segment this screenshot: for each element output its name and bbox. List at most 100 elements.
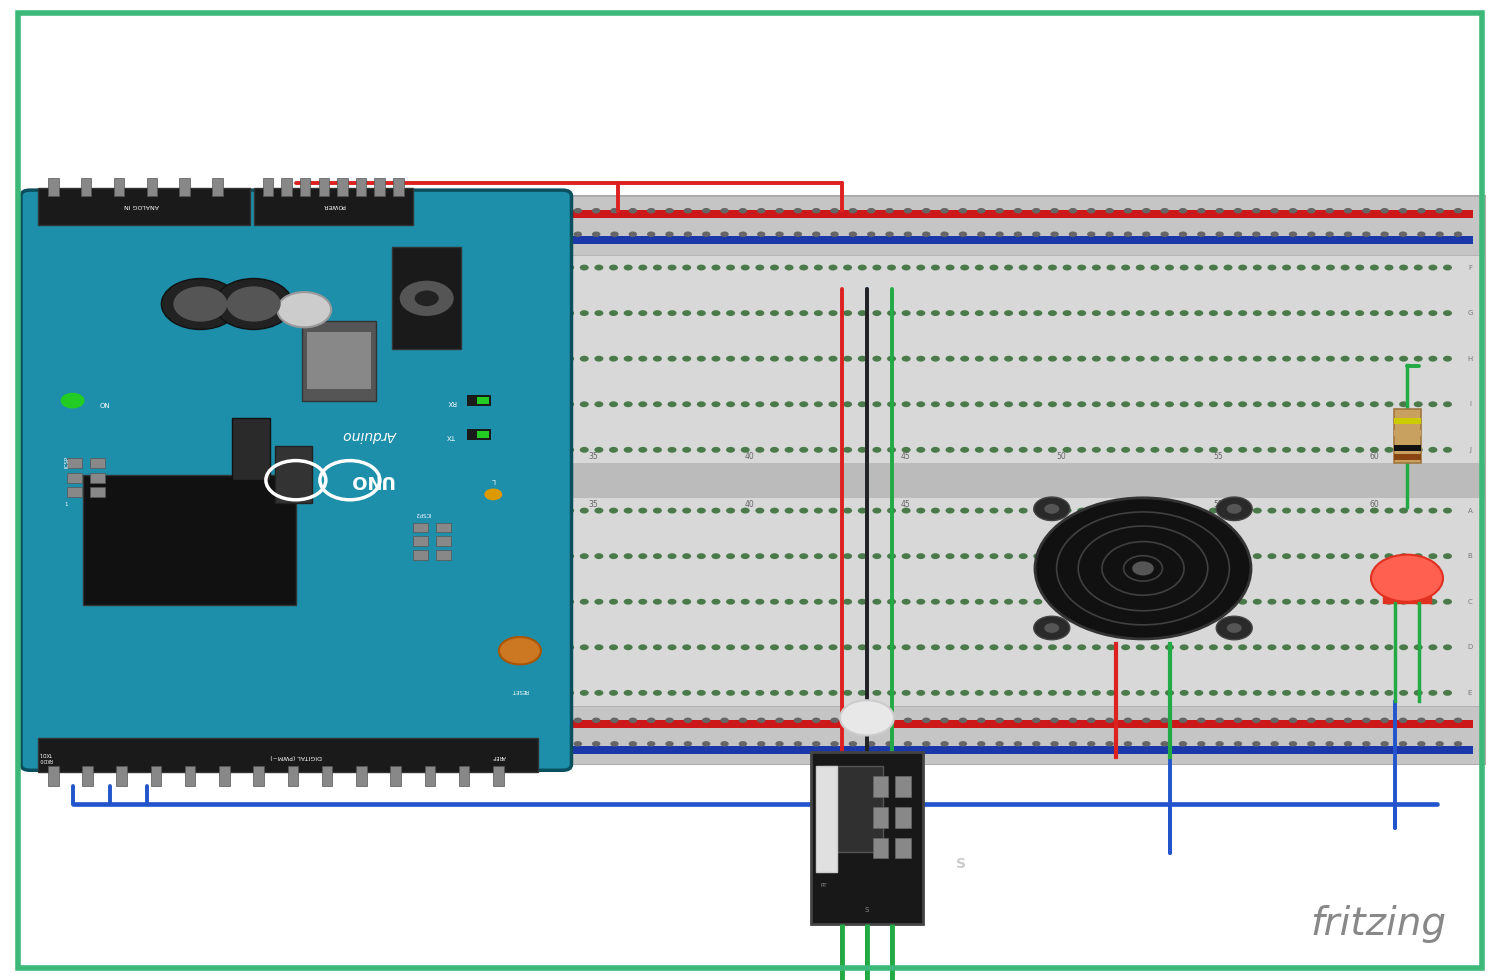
- Circle shape: [1092, 265, 1101, 270]
- Circle shape: [990, 690, 999, 696]
- Circle shape: [609, 356, 618, 362]
- Circle shape: [711, 599, 720, 605]
- Circle shape: [684, 208, 692, 214]
- Circle shape: [945, 690, 954, 696]
- Circle shape: [1077, 265, 1086, 270]
- Circle shape: [1044, 504, 1059, 514]
- Circle shape: [1341, 508, 1350, 514]
- Circle shape: [960, 553, 969, 559]
- Circle shape: [1270, 717, 1280, 723]
- Circle shape: [945, 310, 954, 316]
- Circle shape: [867, 741, 876, 747]
- Circle shape: [975, 401, 984, 408]
- Circle shape: [609, 447, 618, 453]
- Circle shape: [741, 265, 750, 270]
- Circle shape: [1384, 447, 1394, 453]
- Circle shape: [1068, 741, 1077, 747]
- Circle shape: [1380, 717, 1389, 723]
- Circle shape: [1120, 401, 1130, 408]
- Bar: [544, 719, 1473, 728]
- Circle shape: [566, 553, 574, 559]
- Circle shape: [1454, 741, 1462, 747]
- Circle shape: [960, 508, 969, 514]
- Circle shape: [1194, 508, 1203, 514]
- Circle shape: [1443, 553, 1452, 559]
- Text: ICSP2: ICSP2: [414, 511, 430, 515]
- Circle shape: [684, 717, 692, 723]
- Circle shape: [639, 401, 648, 408]
- Circle shape: [843, 690, 852, 696]
- Circle shape: [711, 265, 720, 270]
- Circle shape: [1161, 717, 1168, 723]
- Circle shape: [1048, 599, 1058, 605]
- Circle shape: [1341, 690, 1350, 696]
- Circle shape: [800, 599, 808, 605]
- Circle shape: [916, 508, 926, 514]
- Circle shape: [1136, 401, 1144, 408]
- Bar: [424, 766, 435, 786]
- Circle shape: [1252, 447, 1262, 453]
- Circle shape: [1106, 231, 1114, 237]
- Circle shape: [1032, 208, 1041, 214]
- Circle shape: [1362, 741, 1371, 747]
- Circle shape: [1354, 599, 1364, 605]
- Circle shape: [609, 265, 618, 270]
- Circle shape: [1454, 717, 1462, 723]
- Circle shape: [1004, 508, 1013, 514]
- Circle shape: [784, 310, 794, 316]
- Circle shape: [741, 645, 750, 651]
- Circle shape: [702, 208, 711, 214]
- Circle shape: [580, 265, 590, 270]
- Circle shape: [843, 508, 852, 514]
- Circle shape: [550, 356, 560, 362]
- Circle shape: [902, 690, 910, 696]
- Circle shape: [1197, 717, 1206, 723]
- Circle shape: [1004, 553, 1013, 559]
- Circle shape: [885, 231, 894, 237]
- Circle shape: [1166, 599, 1174, 605]
- Circle shape: [1136, 508, 1144, 514]
- Bar: [302, 321, 376, 401]
- Circle shape: [1166, 447, 1174, 453]
- Circle shape: [996, 208, 1004, 214]
- Circle shape: [1032, 741, 1041, 747]
- Circle shape: [815, 599, 824, 605]
- Circle shape: [594, 265, 603, 270]
- Circle shape: [1209, 401, 1218, 408]
- Circle shape: [1384, 599, 1394, 605]
- Circle shape: [1106, 208, 1114, 214]
- Circle shape: [1400, 310, 1408, 316]
- Circle shape: [1179, 741, 1186, 747]
- Circle shape: [1234, 741, 1242, 747]
- Circle shape: [726, 645, 735, 651]
- Circle shape: [867, 208, 876, 214]
- Circle shape: [698, 599, 706, 605]
- FancyBboxPatch shape: [21, 190, 572, 770]
- Circle shape: [902, 401, 910, 408]
- Circle shape: [1268, 690, 1276, 696]
- Circle shape: [958, 231, 968, 237]
- Circle shape: [758, 741, 765, 747]
- Circle shape: [976, 208, 986, 214]
- Circle shape: [414, 290, 438, 306]
- Circle shape: [1384, 356, 1394, 362]
- Circle shape: [1120, 690, 1130, 696]
- Bar: [896, 808, 910, 827]
- Circle shape: [1311, 310, 1320, 316]
- Circle shape: [1224, 690, 1233, 696]
- Bar: [544, 210, 1473, 219]
- Circle shape: [1270, 741, 1280, 747]
- Bar: [414, 536, 429, 546]
- Circle shape: [652, 553, 662, 559]
- Circle shape: [1354, 508, 1364, 514]
- Circle shape: [1077, 553, 1086, 559]
- Circle shape: [741, 447, 750, 453]
- Circle shape: [1004, 401, 1013, 408]
- Circle shape: [60, 393, 84, 409]
- Bar: [873, 808, 888, 827]
- Text: RX: RX: [447, 399, 456, 405]
- Circle shape: [1034, 645, 1042, 651]
- Circle shape: [639, 553, 648, 559]
- Circle shape: [1268, 553, 1276, 559]
- Circle shape: [815, 447, 824, 453]
